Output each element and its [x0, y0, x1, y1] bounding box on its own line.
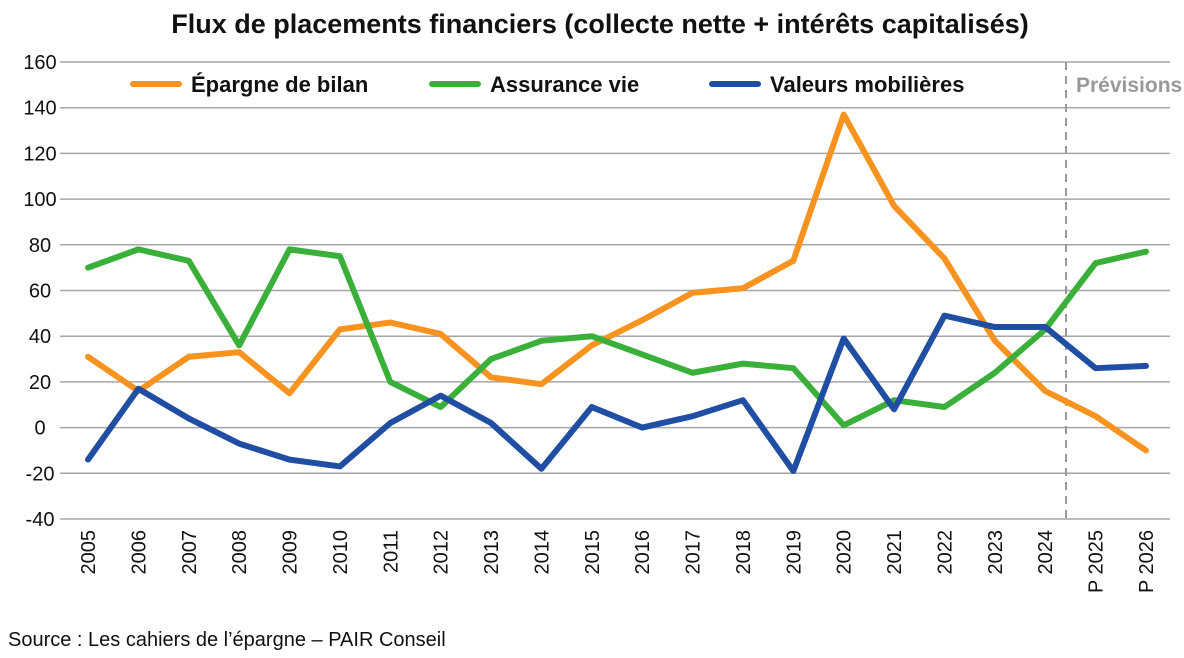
chart-title: Flux de placements financiers (collecte … [171, 9, 1029, 39]
series-lines [85, 111, 1149, 475]
y-tick-label: 100 [23, 189, 56, 211]
y-tick-label: -20 [26, 463, 55, 485]
series-line-1 [85, 246, 1149, 429]
y-tick-label: 0 [34, 418, 45, 440]
x-tick-label: 2013 [481, 530, 503, 575]
y-tick-label: 40 [29, 326, 51, 348]
x-tick-label: 2007 [179, 530, 201, 575]
x-tick-label: 2019 [783, 530, 805, 575]
x-axis: 2005 2006 2007 2008 2009 2010 2011 2012 2013 2014… [78, 530, 1158, 593]
series-line-0 [85, 111, 1149, 454]
source-note: Source : Les cahiers de l’épargne – PAIR… [8, 629, 446, 651]
x-tick-label: P 2025 [1086, 530, 1108, 593]
y-tick-label: 140 [23, 98, 56, 120]
x-tick-label: 2008 [229, 530, 251, 575]
x-tick-label: 2021 [884, 530, 906, 575]
y-tick-label: 60 [29, 281, 51, 303]
x-tick-label: 2023 [985, 530, 1007, 575]
y-tick-label: 20 [29, 372, 51, 394]
y-tick-label: 160 [23, 52, 56, 74]
legend-label: Valeurs mobilières [770, 72, 964, 97]
y-tick-label: 80 [29, 235, 51, 257]
series-line-2 [85, 312, 1149, 475]
y-axis: -40 -20 0 20 40 60 80 100 120 140 160 [23, 52, 56, 531]
forecast-label: Prévisions [1076, 74, 1182, 97]
x-tick-label: 2016 [632, 530, 654, 575]
legend-label: Épargne de bilan [191, 72, 368, 97]
x-tick-label: 2018 [733, 530, 755, 575]
x-tick-label: 2012 [431, 530, 453, 575]
x-tick-label: P 2026 [1136, 530, 1158, 593]
x-tick-label: 2005 [78, 530, 100, 575]
x-tick-label: 2014 [531, 530, 553, 575]
x-tick-label: 2022 [934, 530, 956, 575]
x-tick-label: 2011 [380, 530, 402, 573]
x-tick-label: 2024 [1035, 530, 1057, 575]
x-tick-label: 2017 [683, 530, 705, 575]
x-tick-label: 2020 [834, 530, 856, 575]
y-tick-label: -40 [26, 509, 55, 531]
legend: Épargne de bilan Assurance vie Valeurs mob… [130, 72, 964, 97]
x-tick-label: 2009 [280, 530, 302, 575]
legend-label: Assurance vie [490, 72, 639, 97]
x-tick-label: 2015 [582, 530, 604, 575]
x-tick-label: 2010 [330, 530, 352, 575]
y-tick-label: 120 [23, 143, 56, 165]
x-tick-label: 2006 [128, 530, 150, 575]
gridlines [60, 61, 1170, 520]
